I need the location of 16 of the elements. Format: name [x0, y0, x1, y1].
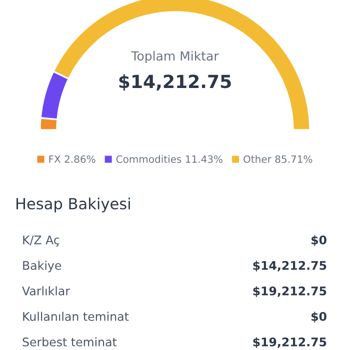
legend-label: Commodities 11.43%	[116, 155, 222, 163]
text: Kullanılan teminat	[23, 312, 129, 321]
text: $0	[311, 312, 326, 322]
text: $0	[311, 235, 326, 246]
text: Varlıklar	[22, 286, 70, 296]
text: Hesap Bakiyesi	[16, 198, 130, 212]
text: Bakiye	[23, 260, 62, 272]
text: $14,212.75	[253, 260, 326, 272]
text: K/Z Aç	[23, 236, 60, 247]
text: Serbest teminat	[22, 337, 117, 346]
text: Toplam Miktar	[131, 50, 219, 64]
legend-label: FX 2.86%	[49, 155, 96, 163]
text: $19,212.75	[253, 337, 326, 348]
text: $14,212.75	[119, 74, 231, 91]
text: $19,212.75	[253, 286, 326, 297]
legend-label: Other 85.71%	[244, 155, 312, 163]
